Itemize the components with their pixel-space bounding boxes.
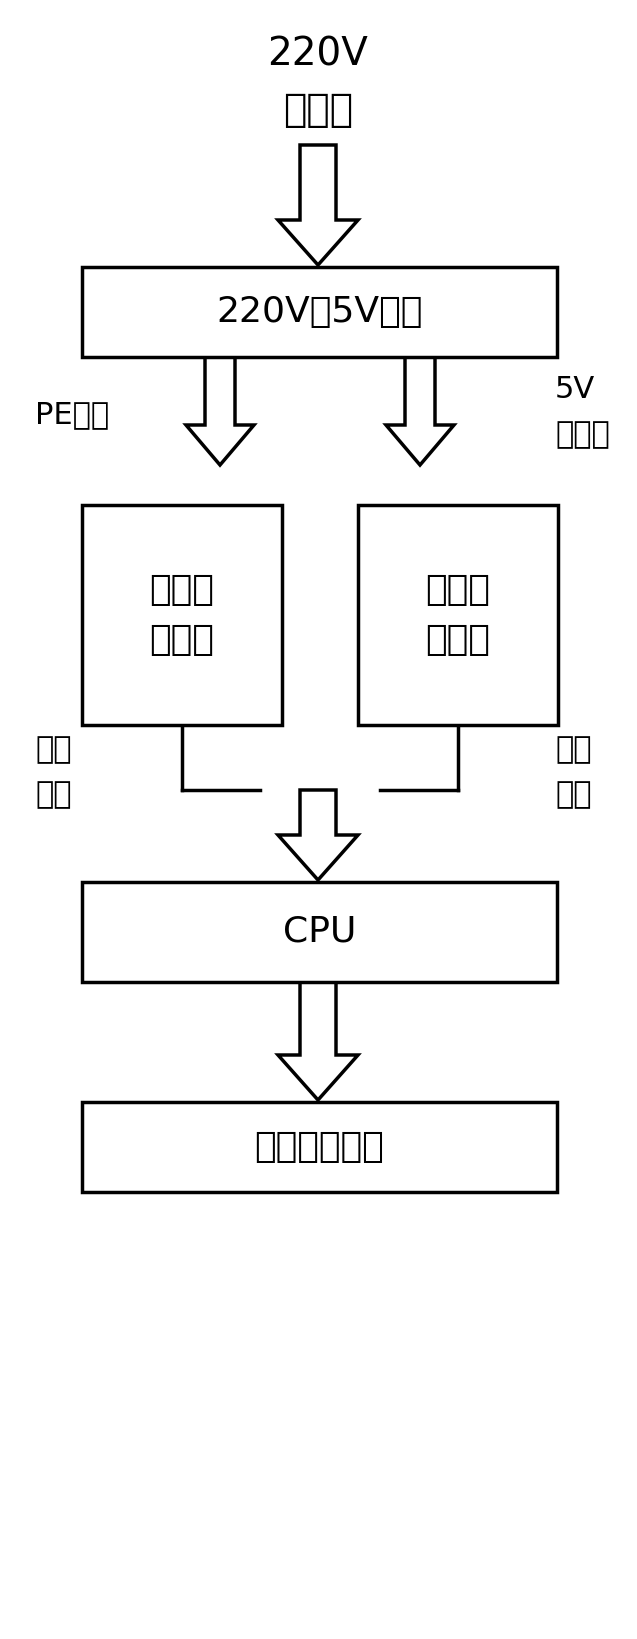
Text: 警电路: 警电路 — [150, 623, 215, 657]
Polygon shape — [386, 357, 454, 465]
Text: 直流电: 直流电 — [555, 421, 610, 449]
Bar — [82, 505, 282, 724]
Bar — [82, 267, 557, 357]
Text: 5V: 5V — [555, 375, 595, 405]
Text: 信号: 信号 — [35, 780, 71, 810]
Text: CPU: CPU — [283, 915, 356, 949]
Bar — [82, 882, 557, 982]
Polygon shape — [278, 144, 358, 266]
Text: 220V: 220V — [268, 36, 368, 74]
Text: 警电路: 警电路 — [426, 623, 490, 657]
Text: 交流报: 交流报 — [150, 574, 215, 606]
Polygon shape — [278, 982, 358, 1100]
Text: PE信号: PE信号 — [35, 400, 109, 429]
Text: 信号: 信号 — [555, 780, 592, 810]
Text: 报警: 报警 — [35, 736, 71, 764]
Text: 220V转5V电源: 220V转5V电源 — [217, 295, 423, 329]
Polygon shape — [186, 357, 254, 465]
Text: 用户数据存储: 用户数据存储 — [255, 1129, 384, 1164]
Text: 交流电: 交流电 — [283, 92, 353, 129]
Text: 报警: 报警 — [555, 736, 592, 764]
Text: 直流报: 直流报 — [426, 574, 490, 606]
Bar — [358, 505, 558, 724]
Bar — [82, 1101, 557, 1192]
Polygon shape — [278, 790, 358, 880]
